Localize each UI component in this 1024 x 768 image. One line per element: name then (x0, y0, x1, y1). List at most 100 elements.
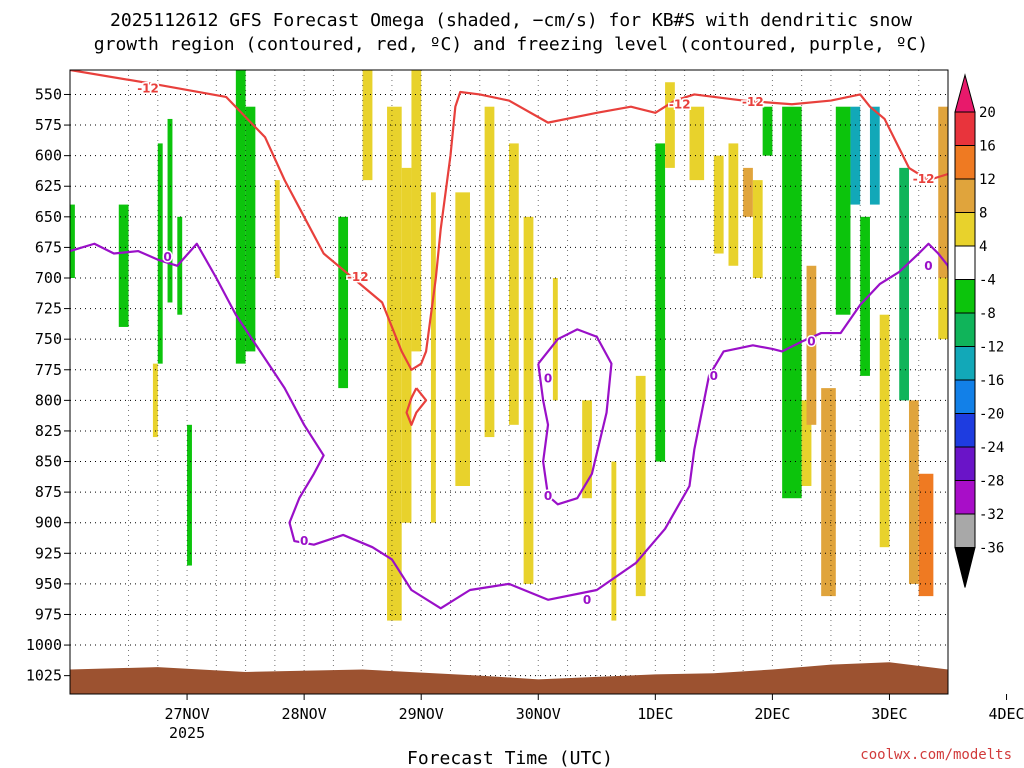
y-tick-label-550: 550 (35, 85, 62, 103)
contour-label-1: -12 (347, 270, 369, 284)
omega-cell-25 (665, 82, 675, 168)
x-tick-label-1: 28NOV (282, 705, 327, 723)
omega-cell-38 (860, 216, 870, 376)
omega-cell-16 (455, 192, 470, 486)
colorbar-tick-13: -36 (979, 541, 1004, 557)
plot-frame (69, 69, 949, 695)
colorbar-segment-2 (954, 178, 976, 213)
colorbar-tick-4: 4 (979, 239, 987, 255)
chart-title-line1: 2025112612 GFS Forecast Omega (shaded, −… (110, 10, 912, 31)
omega-cell-10 (338, 216, 349, 389)
contour-label-12: 0 (544, 371, 552, 385)
contour-label-8: 0 (710, 369, 718, 383)
omega-cell-13 (401, 167, 412, 523)
omega-cell-14 (411, 70, 422, 352)
x-tick-label-0: 27NOV (164, 705, 209, 723)
omega-cell-17 (484, 106, 495, 438)
colorbar-tick-10: -24 (979, 440, 1004, 456)
y-tick-label-750: 750 (35, 330, 62, 348)
colorbar-segment-5 (954, 279, 976, 314)
omega-cell-34 (806, 265, 817, 425)
x-tick-label-4: 1DEC (637, 705, 673, 723)
x-tick-label-2: 29NOV (399, 705, 444, 723)
colorbar-tick-9: -20 (979, 407, 1004, 423)
colorbar-tick-1: 16 (979, 139, 996, 155)
colorbar-segment-0 (954, 111, 976, 146)
colorbar: 20 16 12 8 4 -4 -8 -12 -16 -20 -24 -28 -32 -36 (954, 73, 1004, 588)
omega-cell-22 (611, 461, 617, 621)
y-tick-label-950: 950 (35, 575, 62, 593)
omega-cell-19 (523, 216, 534, 584)
y-tick-label-700: 700 (35, 269, 62, 287)
chart-title-line2: growth region (contoured, red, ºC) and f… (94, 34, 928, 55)
y-tick-label-875: 875 (35, 483, 62, 501)
omega-cell-11 (362, 70, 373, 181)
contour-label-4: -12 (913, 172, 935, 186)
x-tick-label-6: 3DEC (871, 705, 907, 723)
colorbar-segment-12 (954, 513, 976, 548)
omega-cell-27 (713, 155, 724, 254)
y-tick-label-600: 600 (35, 147, 62, 165)
dgz-contour-loop (405, 387, 428, 426)
omega-cell-8 (245, 106, 256, 352)
omega-cell-23 (635, 375, 646, 597)
colorbar-tick-12: -32 (979, 507, 1004, 523)
omega-cell-2 (157, 143, 163, 364)
colorbar-tick-5: -4 (979, 273, 996, 289)
contour-label-6: 0 (300, 534, 308, 548)
colorbar-bottom-triangle (954, 547, 976, 588)
y-tick-label-825: 825 (35, 422, 62, 440)
omega-cell-33 (801, 400, 812, 486)
colorbar-tick-6: -8 (979, 306, 996, 322)
colorbar-segment-1 (954, 145, 976, 180)
contour-label-10: 0 (924, 259, 932, 273)
terrain-fill (70, 662, 948, 694)
colorbar-tick-11: -28 (979, 474, 1004, 490)
colorbar-tick-2: 12 (979, 172, 996, 188)
omega-cell-4 (177, 216, 183, 315)
y-tick-label-1000: 1000 (26, 636, 62, 654)
omega-cell-18 (509, 143, 519, 425)
omega-cell-15 (430, 192, 436, 523)
colorbar-segment-11 (954, 480, 976, 515)
omega-cell-44 (938, 106, 948, 279)
colorbar-segment-4 (954, 245, 976, 280)
contour-label-7: 0 (583, 593, 591, 607)
x-tick-label-7: 4DEC (988, 705, 1024, 723)
omega-cell-40 (879, 314, 890, 548)
omega-cell-9 (274, 180, 280, 278)
omega-cell-30 (752, 180, 763, 278)
colorbar-segment-7 (954, 346, 976, 381)
y-tick-label-900: 900 (35, 514, 62, 532)
omega-cell-3 (167, 118, 173, 303)
y-tick-label-850: 850 (35, 453, 62, 471)
contour-label-2: -12 (669, 97, 691, 111)
omega-cell-1 (118, 204, 129, 327)
omega-cell-28 (728, 143, 739, 266)
contour-label-9: 0 (807, 335, 815, 349)
y-tick-label-725: 725 (35, 300, 62, 318)
colorbar-tick-7: -12 (979, 340, 1004, 356)
omega-cell-41 (899, 167, 909, 401)
x-tick-label-3: 30NOV (516, 705, 561, 723)
contour-label-3: -12 (742, 95, 764, 109)
y-tick-label-775: 775 (35, 361, 62, 379)
contour-label-13: 0 (544, 489, 552, 503)
omega-cell-24 (655, 143, 666, 462)
x-tick-sublabel-0: 2025 (169, 724, 205, 742)
y-tick-label-575: 575 (35, 116, 62, 134)
freezing-contour-line (70, 242, 948, 610)
omega-cell-39 (869, 106, 880, 205)
y-tick-label-675: 675 (35, 238, 62, 256)
y-tick-label-800: 800 (35, 391, 62, 409)
colorbar-segment-3 (954, 212, 976, 247)
omega-cell-31 (762, 106, 773, 156)
omega-cell-26 (689, 106, 705, 181)
colorbar-segment-6 (954, 312, 976, 347)
colorbar-top-triangle (954, 73, 976, 113)
contour-label-0: -12 (137, 81, 159, 95)
